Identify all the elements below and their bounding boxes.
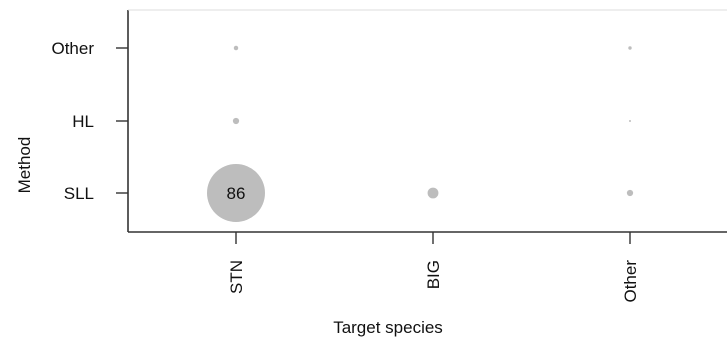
- y-tick-label: Other: [51, 39, 94, 58]
- y-tick-label: HL: [72, 112, 94, 131]
- bubble: [626, 189, 634, 197]
- y-tick-label: SLL: [64, 184, 94, 203]
- x-axis-title: Target species: [333, 318, 443, 337]
- bubbles: 86: [207, 45, 634, 222]
- bubble: [427, 187, 439, 199]
- bubble: [628, 46, 632, 50]
- x-axis: STN BIG Other: [227, 232, 640, 303]
- bubble: [207, 164, 265, 222]
- x-tick-label: Other: [621, 260, 640, 303]
- y-axis-title: Method: [15, 137, 34, 194]
- y-axis: SLL HL Other: [51, 39, 128, 203]
- bubble: [629, 120, 631, 122]
- bubble: [233, 45, 239, 51]
- bubble-value-label: 86: [227, 184, 246, 203]
- x-tick-label: STN: [227, 260, 246, 294]
- x-tick-label: BIG: [424, 260, 443, 289]
- bubble: [232, 117, 240, 125]
